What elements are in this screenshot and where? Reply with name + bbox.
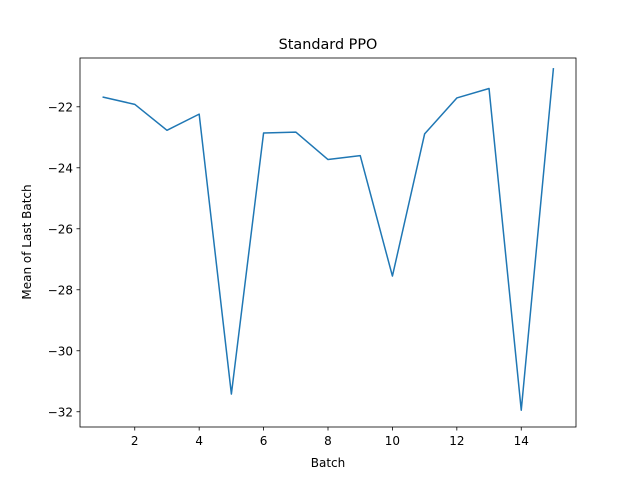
x-axis: 2 4 6 8 10 12 14 (131, 427, 529, 448)
x-tick-label: 2 (131, 434, 139, 448)
x-tick-label: 4 (195, 434, 203, 448)
y-tick-label: −26 (48, 222, 73, 236)
x-tick-label: 12 (449, 434, 464, 448)
x-tick-label: 10 (385, 434, 400, 448)
y-tick-label: −28 (48, 283, 73, 297)
x-tick-label: 14 (514, 434, 529, 448)
chart-title: Standard PPO (279, 37, 378, 53)
y-tick-label: −22 (48, 100, 73, 114)
plot-area (102, 67, 555, 411)
y-axis: −32 −30 −28 −26 −24 −22 (48, 100, 80, 419)
x-tick-label: 6 (260, 434, 268, 448)
y-axis-title: Mean of Last Batch (20, 184, 34, 299)
x-axis-title: Batch (311, 456, 346, 470)
x-tick-label: 8 (324, 434, 332, 448)
y-tick-label: −30 (48, 344, 73, 358)
series-line-1 (102, 67, 555, 411)
y-tick-label: −32 (48, 405, 73, 419)
y-tick-label: −24 (48, 161, 73, 175)
